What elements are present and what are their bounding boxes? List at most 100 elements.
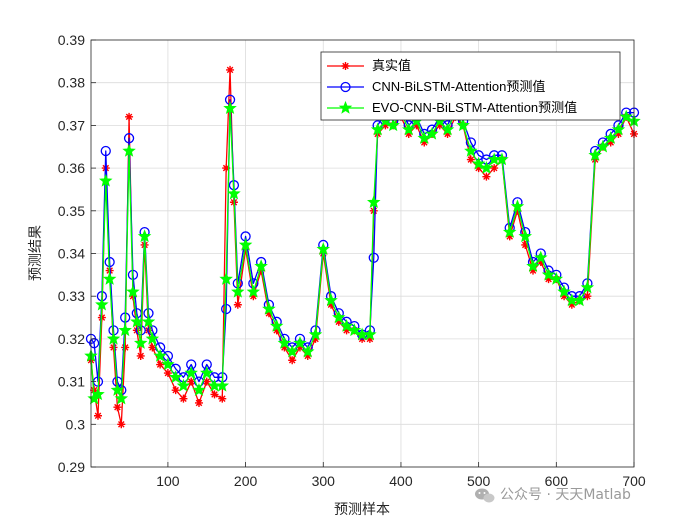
data-point — [238, 237, 253, 251]
data-point — [536, 258, 545, 267]
data-point — [466, 155, 475, 164]
data-point — [100, 145, 111, 157]
data-point — [194, 398, 203, 407]
data-point — [295, 343, 304, 352]
data-point — [417, 131, 432, 144]
data-point — [583, 292, 592, 301]
data-point — [285, 344, 299, 358]
data-point — [495, 152, 509, 166]
data-point — [440, 122, 455, 136]
legend-label-real: 真实值 — [372, 58, 411, 74]
legend-swatch-cnn-bilstm-attention — [327, 81, 364, 93]
data-point — [221, 303, 232, 315]
legend: 真实值 CNN-BiLSTM-Attention预测值 EVO-CNN-BiLS… — [320, 51, 621, 121]
data-point — [611, 122, 626, 136]
data-point — [368, 252, 379, 263]
y-tick-label: 0.39 — [58, 32, 85, 48]
data-point — [288, 356, 297, 365]
y-tick-label: 0.29 — [58, 459, 85, 475]
data-point — [161, 357, 175, 371]
data-point — [202, 377, 211, 386]
data-point — [420, 138, 429, 147]
data-point — [518, 229, 532, 243]
data-point — [126, 284, 140, 298]
y-tick-label: 0.33 — [58, 288, 85, 304]
data-point — [580, 280, 595, 294]
x-tick-label: 400 — [389, 473, 413, 489]
data-point — [114, 391, 129, 405]
data-point — [113, 403, 122, 412]
data-point — [529, 266, 538, 275]
watermark-text: 公众号 · 天天Matlab — [500, 487, 631, 503]
data-point — [125, 112, 134, 121]
data-point — [479, 161, 494, 174]
data-point — [347, 323, 362, 337]
y-tick-label: 0.36 — [58, 160, 85, 176]
data-point — [249, 292, 258, 301]
data-point — [184, 365, 198, 379]
y-tick-label: 0.31 — [58, 374, 85, 390]
data-point — [386, 118, 400, 132]
data-point — [300, 344, 315, 358]
data-point — [534, 250, 548, 264]
data-point — [619, 109, 633, 123]
data-point — [381, 121, 390, 130]
data-point — [215, 378, 230, 392]
data-point — [614, 129, 623, 138]
x-tick-label: 200 — [234, 473, 258, 489]
data-point — [606, 138, 615, 147]
data-point — [311, 334, 320, 343]
y-tick-label: 0.34 — [58, 246, 85, 262]
data-point — [541, 267, 556, 281]
legend-label-evo-cnn-bilstm-attention: EVO-CNN-BiLSTM-Attention预测值 — [372, 100, 577, 115]
data-point — [404, 129, 413, 138]
data-point — [130, 314, 144, 328]
data-point — [137, 229, 152, 243]
watermark: 公众号 · 天天Matlab — [475, 487, 631, 503]
x-tick-label: 100 — [156, 473, 180, 489]
y-tick-label: 0.38 — [58, 75, 85, 91]
data-point — [123, 133, 135, 144]
data-point — [226, 65, 235, 74]
x-axis-label: 预测样本 — [334, 502, 390, 518]
data-point — [370, 122, 385, 136]
x-tick-label: 300 — [312, 473, 336, 489]
data-point — [257, 266, 266, 275]
data-point — [280, 343, 289, 352]
data-point — [148, 343, 157, 352]
legend-swatch-evo-cnn-bilstm-attention — [327, 100, 364, 114]
data-point — [218, 394, 227, 403]
y-tick-label: 0.3 — [66, 416, 86, 432]
data-point — [588, 148, 602, 162]
data-point — [293, 336, 307, 349]
data-point — [176, 378, 191, 392]
x-tick-label: 600 — [545, 473, 569, 489]
data-point — [110, 383, 125, 396]
legend-marker — [338, 100, 353, 114]
data-point — [425, 126, 439, 140]
y-tick-label: 0.32 — [58, 331, 85, 347]
data-point — [93, 411, 102, 420]
data-point — [510, 199, 525, 213]
data-point — [367, 195, 381, 208]
data-point — [141, 314, 156, 328]
legend-swatch-real — [327, 62, 364, 70]
data-point — [526, 259, 540, 273]
data-point — [277, 336, 292, 349]
data-point — [192, 383, 206, 396]
data-point — [187, 377, 196, 386]
data-point — [246, 284, 261, 298]
x-tick-label: 700 — [622, 473, 646, 489]
data-point — [544, 275, 553, 284]
data-point — [324, 293, 338, 307]
data-point — [145, 331, 160, 345]
data-point — [443, 129, 452, 138]
data-point — [334, 317, 343, 326]
data-point — [456, 118, 470, 132]
legend-marker — [340, 81, 351, 93]
x-tick-label: 500 — [467, 473, 491, 489]
data-point — [163, 369, 172, 378]
y-tick-label: 0.37 — [58, 117, 85, 133]
data-point — [227, 186, 241, 200]
